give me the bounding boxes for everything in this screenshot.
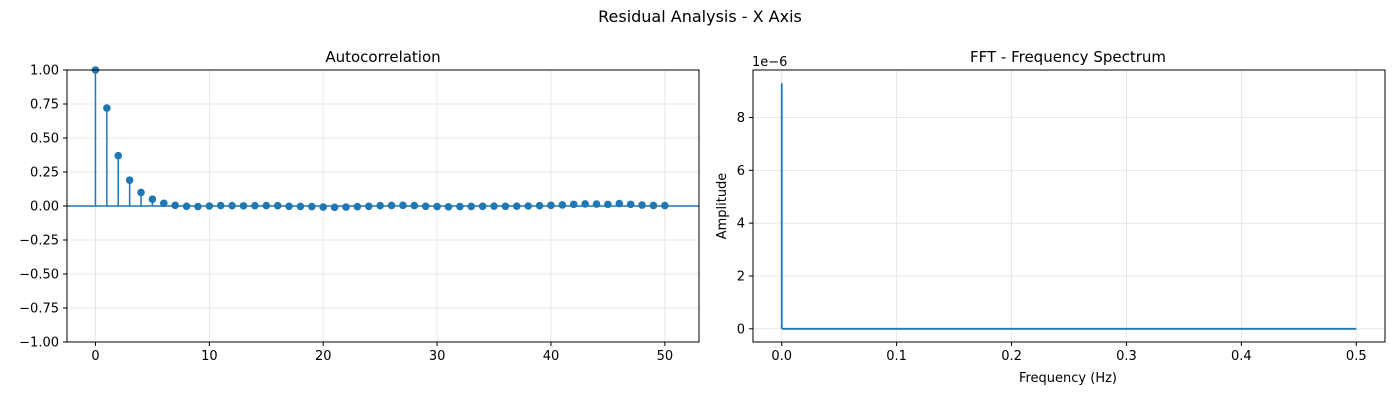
autocorrelation-xtick-label: 20: [315, 349, 332, 364]
autocorrelation-marker: [239, 202, 248, 210]
fft-xtick-label: 0.2: [1001, 349, 1022, 364]
autocorrelation-marker: [638, 201, 646, 209]
autocorrelation-marker: [114, 151, 123, 160]
autocorrelation-marker: [137, 188, 145, 197]
autocorrelation-marker: [262, 201, 271, 210]
autocorrelation-ytick-label: −0.50: [19, 268, 59, 283]
fft-xlabel: Frequency (Hz): [1019, 371, 1117, 386]
fft-title: FFT - Frequency Spectrum: [970, 48, 1166, 66]
autocorrelation-marker: [501, 202, 510, 211]
autocorrelation-xtick-label: 50: [657, 349, 674, 364]
autocorrelation-ytick-label: 0.50: [30, 132, 59, 147]
fft-offset-text: 1e−6: [752, 55, 787, 70]
autocorrelation-marker: [467, 202, 476, 211]
fft-ytick-label: 2: [737, 269, 745, 284]
fft-axes-frame: [752, 69, 1386, 343]
autocorrelation-xtick-label: 30: [429, 349, 446, 364]
autocorrelation-marker: [604, 200, 612, 209]
autocorrelation-xtick-label: 40: [543, 349, 560, 364]
autocorrelation-marker: [661, 201, 669, 210]
autocorrelation-marker: [194, 202, 202, 211]
autocorrelation-marker: [125, 176, 134, 184]
autocorrelation-marker: [524, 202, 532, 210]
autocorrelation-marker: [171, 201, 179, 210]
autocorrelation-marker: [330, 203, 339, 212]
autocorrelation-marker: [364, 202, 373, 211]
autocorrelation-marker: [581, 200, 589, 208]
autocorrelation-marker: [399, 201, 407, 210]
autocorrelation-marker: [421, 202, 430, 211]
autocorrelation-marker: [376, 201, 384, 210]
autocorrelation-marker: [205, 202, 214, 210]
autocorrelation-marker: [308, 202, 316, 211]
fft-xtick-label: 0.1: [886, 349, 907, 364]
autocorrelation-ytick-label: −0.25: [19, 234, 59, 249]
autocorrelation-marker: [535, 201, 544, 210]
autocorrelation-ytick-label: 0.75: [30, 98, 59, 113]
autocorrelation-title: Autocorrelation: [325, 48, 440, 66]
autocorrelation-marker: [182, 202, 191, 211]
autocorrelation-marker: [444, 203, 453, 211]
autocorrelation-marker: [342, 203, 350, 211]
autocorrelation-ytick-label: 1.00: [30, 64, 59, 79]
autocorrelation-marker: [148, 195, 157, 203]
autocorrelation-marker: [103, 104, 111, 112]
fft-ytick-label: 0: [737, 322, 745, 337]
autocorrelation-marker: [159, 199, 168, 208]
autocorrelation-marker: [513, 202, 521, 210]
autocorrelation-marker: [387, 201, 396, 210]
autocorrelation-marker: [615, 199, 624, 208]
fft-xtick-label: 0.0: [771, 349, 792, 364]
autocorrelation-ytick-label: 0.00: [30, 200, 59, 215]
autocorrelation-ytick-label: −0.75: [19, 302, 59, 317]
autocorrelation-marker: [273, 201, 282, 210]
fft-xtick-label: 0.4: [1231, 349, 1252, 364]
fft-panel: FFT - Frequency Spectrum 1e−6 0.0 0.1 0.2 0…: [715, 48, 1386, 386]
autocorrelation-ticks: 0 10 20 30 40 50 −1.00 −0.75 −0.50 −0.25 0.00 0.25 0…: [19, 64, 673, 365]
figure-suptitle: Residual Analysis - X Axis: [598, 7, 802, 26]
autocorrelation-marker: [558, 201, 567, 209]
autocorrelation-xtick-label: 10: [201, 349, 218, 364]
autocorrelation-ytick-label: 0.25: [30, 166, 59, 181]
fft-xtick-label: 0.3: [1116, 349, 1137, 364]
autocorrelation-panel: Autocorrelation 0 10 20 30 40 50 −1.00 −0.75 −0.…: [19, 48, 700, 365]
autocorrelation-marker: [490, 202, 498, 210]
autocorrelation-marker: [228, 201, 236, 210]
fft-ytick-label: 4: [737, 217, 745, 232]
autocorrelation-stems: [67, 66, 699, 212]
fft-ticks: 0.0 0.1 0.2 0.3 0.4 0.5 0 2 4 6 8: [737, 111, 1367, 364]
fft-spectrum-line: [780, 83, 1357, 330]
autocorrelation-marker: [319, 203, 328, 211]
fft-xtick-label: 0.5: [1346, 349, 1367, 364]
fft-ytick-label: 8: [737, 111, 745, 126]
autocorrelation-marker: [478, 202, 487, 211]
fft-ytick-label: 6: [737, 164, 745, 179]
autocorrelation-marker: [626, 200, 635, 209]
autocorrelation-marker: [251, 201, 259, 210]
autocorrelation-marker: [649, 201, 658, 210]
autocorrelation-marker: [285, 202, 293, 211]
autocorrelation-marker: [216, 201, 225, 210]
autocorrelation-marker: [547, 201, 555, 210]
autocorrelation-marker: [592, 200, 601, 208]
autocorrelation-ytick-label: −1.00: [19, 336, 59, 351]
autocorrelation-axes-frame: [66, 69, 700, 343]
fft-line: [780, 83, 1357, 330]
autocorrelation-marker: [456, 202, 464, 211]
autocorrelation-marker: [353, 202, 362, 211]
fft-grid: [753, 70, 1385, 342]
autocorrelation-marker: [296, 202, 305, 211]
fft-ylabel: Amplitude: [715, 173, 730, 240]
autocorrelation-marker: [569, 200, 578, 209]
autocorrelation-marker: [433, 202, 441, 211]
autocorrelation-xtick-label: 0: [91, 349, 99, 364]
autocorrelation-marker: [410, 201, 419, 210]
